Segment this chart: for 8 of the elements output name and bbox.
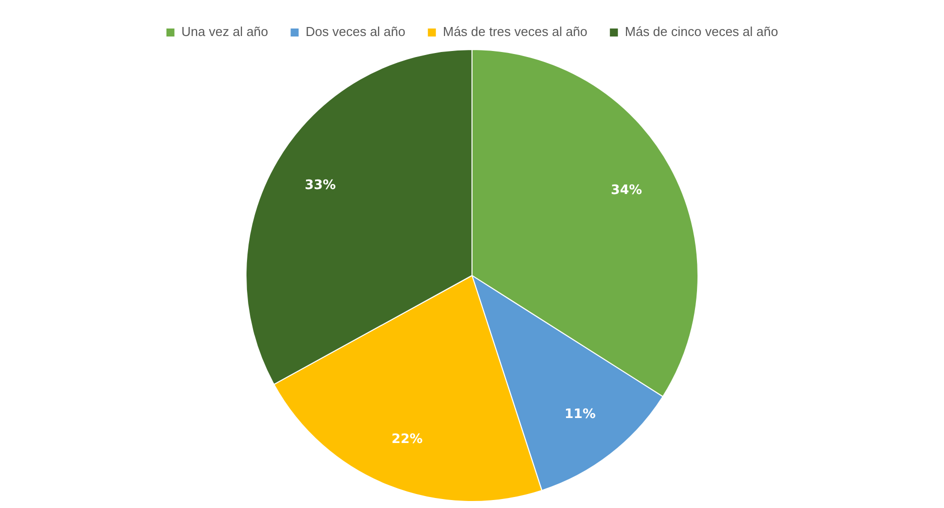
data-label: 11% xyxy=(564,407,596,422)
legend-label: Dos veces al año xyxy=(306,24,406,40)
data-label: 22% xyxy=(392,432,423,447)
data-label: 34% xyxy=(610,182,642,198)
legend-label: Una vez al año xyxy=(181,24,268,40)
legend-label: Más de cinco veces al año xyxy=(624,24,778,40)
legend-label: Más de tres veces al año xyxy=(442,24,588,40)
data-label: 33% xyxy=(304,178,336,194)
